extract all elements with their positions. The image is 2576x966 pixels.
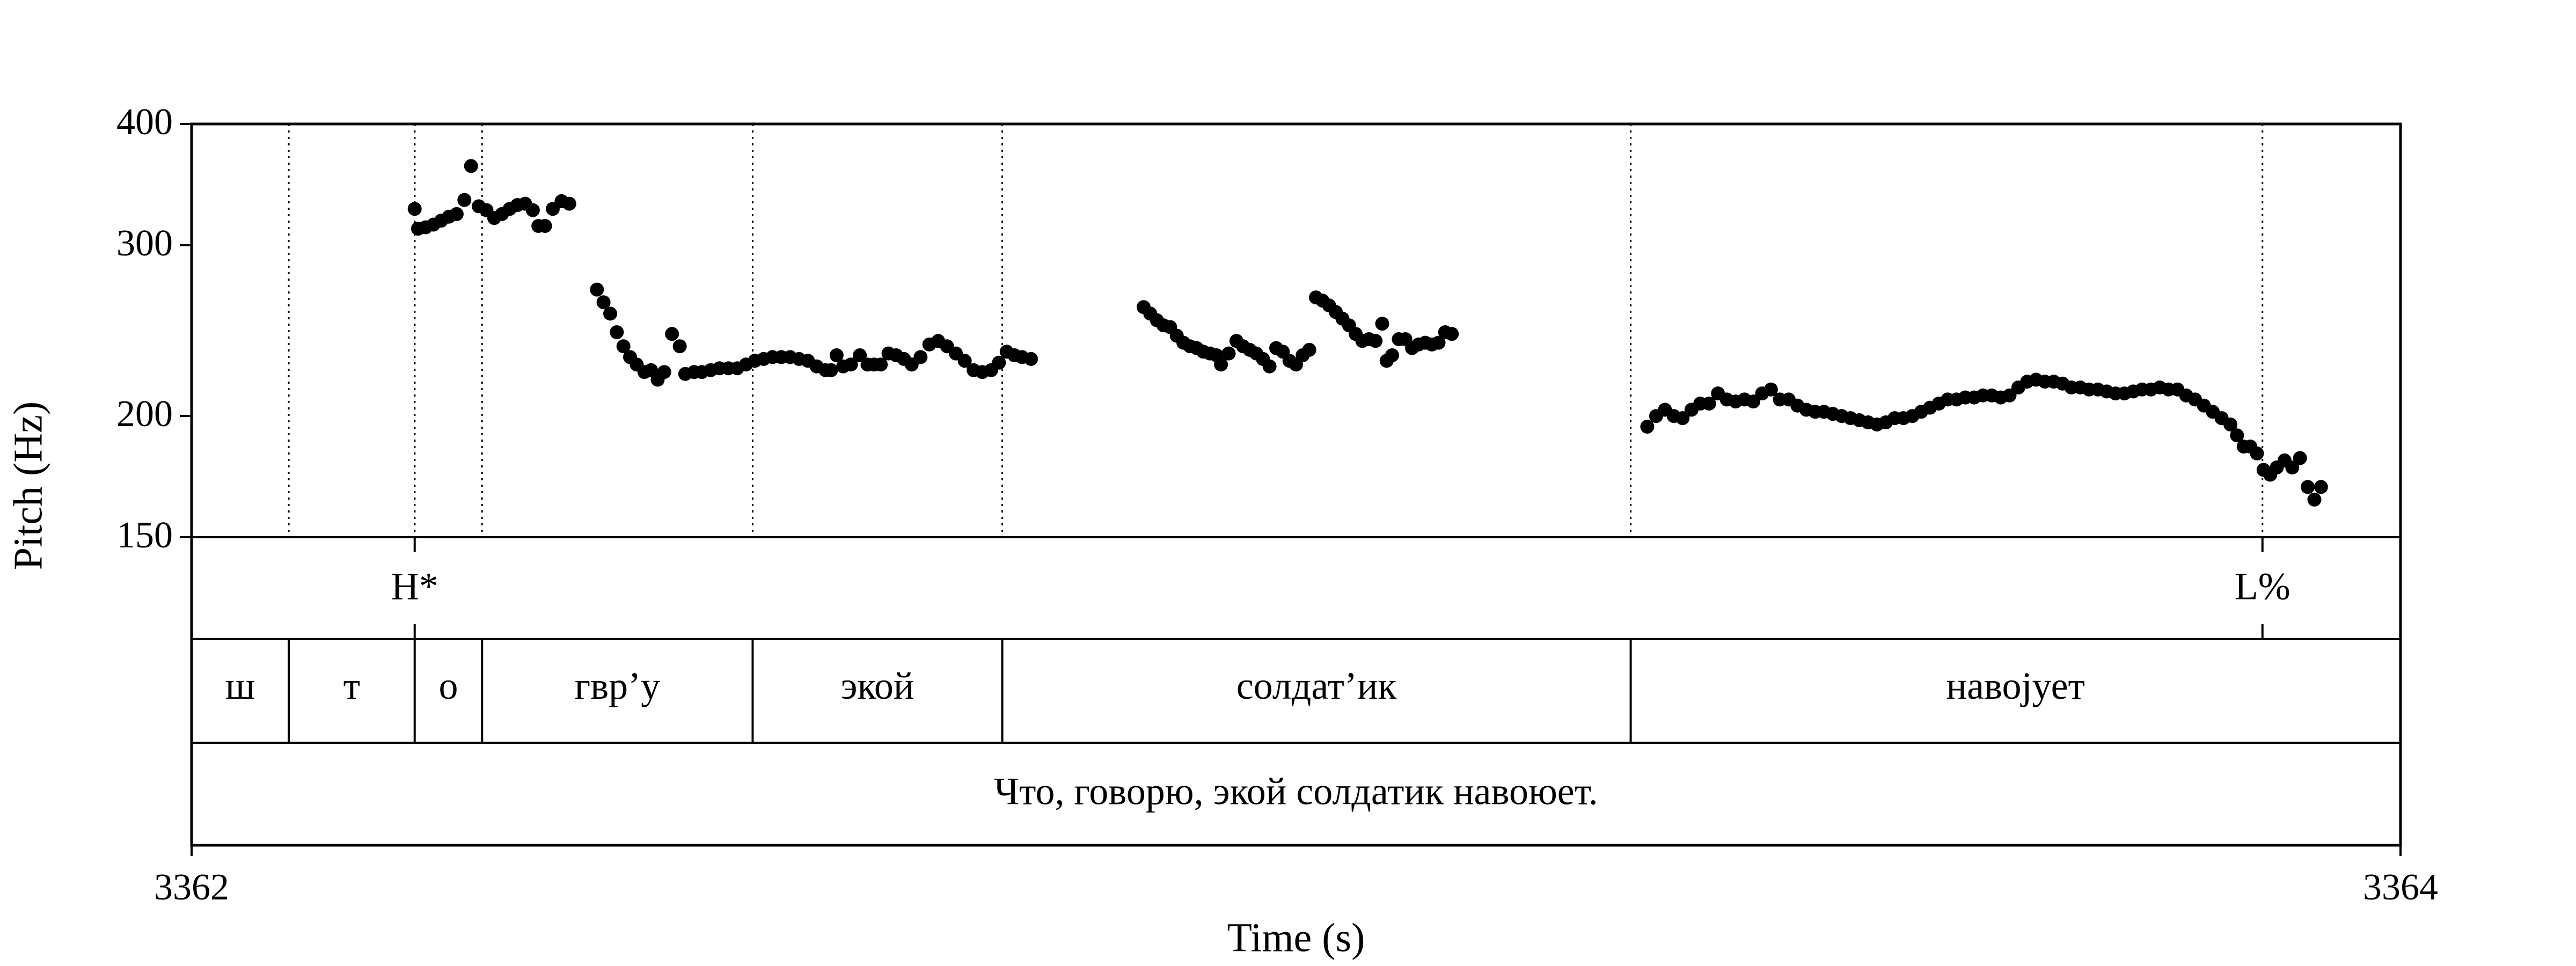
pitch-point	[665, 327, 679, 341]
y-tick-label: 300	[116, 223, 173, 264]
tick-labels: 400 300 200 150 3362 3364	[116, 101, 2438, 908]
pitch-point	[844, 357, 858, 372]
pitch-point	[672, 339, 687, 354]
pitch-point	[1385, 348, 1399, 362]
pitch-point	[2301, 480, 2315, 494]
sentence-label: Что, говорю, экой солдатик навоюет.	[994, 770, 1598, 813]
pitch-point	[464, 159, 478, 173]
pitch-points	[407, 159, 2328, 507]
pitch-point	[1746, 394, 1760, 409]
pitch-point	[2230, 428, 2244, 443]
pitch-point	[1368, 334, 1383, 348]
segment-tier: ш т о гвр’у экой солдат’ик навојует	[225, 639, 2085, 743]
pitch-point	[562, 196, 576, 211]
pitch-point	[1675, 411, 1690, 426]
segment-label: гвр’у	[575, 664, 661, 707]
x-tick-label: 3364	[2363, 867, 2438, 908]
pitch-point	[2250, 446, 2264, 460]
pitch-point	[2307, 492, 2322, 507]
pitch-point	[824, 363, 838, 377]
pitch-point	[1640, 420, 1655, 434]
x-axis-label: Time (s)	[1227, 915, 1365, 960]
pitch-point	[957, 354, 972, 368]
y-tick-label: 400	[116, 101, 173, 143]
pitch-point	[1375, 317, 1389, 331]
y-tick-label: 150	[116, 515, 173, 556]
segment-label: о	[438, 664, 458, 707]
pitch-point	[2314, 480, 2328, 494]
pitch-point	[2293, 451, 2307, 465]
pitch-point	[596, 295, 611, 310]
pitch-point	[913, 350, 928, 364]
tone-label: L%	[2235, 565, 2290, 608]
pitch-point	[1431, 335, 1446, 350]
pitch-point	[853, 348, 867, 362]
x-tick-label: 3362	[154, 867, 229, 908]
boundary-lines	[288, 124, 2264, 537]
tier-frames	[190, 122, 2402, 856]
pitch-point	[1445, 327, 1459, 341]
segment-label: солдат’ик	[1236, 664, 1397, 707]
pitch-point	[657, 365, 671, 379]
pitch-point	[449, 207, 464, 221]
segment-label: экой	[841, 664, 914, 707]
pitch-point	[874, 357, 888, 372]
pitch-point	[1702, 397, 1716, 411]
pitch-frame	[190, 122, 2402, 847]
pitch-point	[1024, 352, 1038, 366]
pitch-point	[457, 193, 472, 207]
pitch-point	[1214, 357, 1228, 372]
segment-label: т	[343, 664, 360, 707]
segment-label: навојует	[1946, 664, 2085, 707]
pitch-point	[407, 202, 422, 216]
pitch-point	[1221, 346, 1236, 361]
pitch-point	[590, 282, 604, 297]
pitch-point	[1302, 342, 1316, 357]
pitch-point	[538, 219, 552, 233]
pitch-point	[525, 203, 540, 217]
pitch-point	[992, 355, 1006, 370]
pitch-point	[616, 339, 631, 354]
pitch-point	[1262, 359, 1277, 374]
pitch-point	[829, 348, 844, 362]
pitch-point	[2285, 460, 2300, 475]
pitch-point	[603, 306, 617, 321]
tone-label: H*	[391, 565, 438, 608]
pitch-point	[610, 325, 624, 339]
pitch-point	[2223, 418, 2238, 431]
y-axis-label: Pitch (Hz)	[5, 401, 50, 570]
tone-tier: H* L%	[391, 537, 2290, 639]
y-tick-label: 200	[116, 393, 173, 435]
pitch-point	[1763, 382, 1778, 397]
segment-label: ш	[225, 664, 255, 707]
